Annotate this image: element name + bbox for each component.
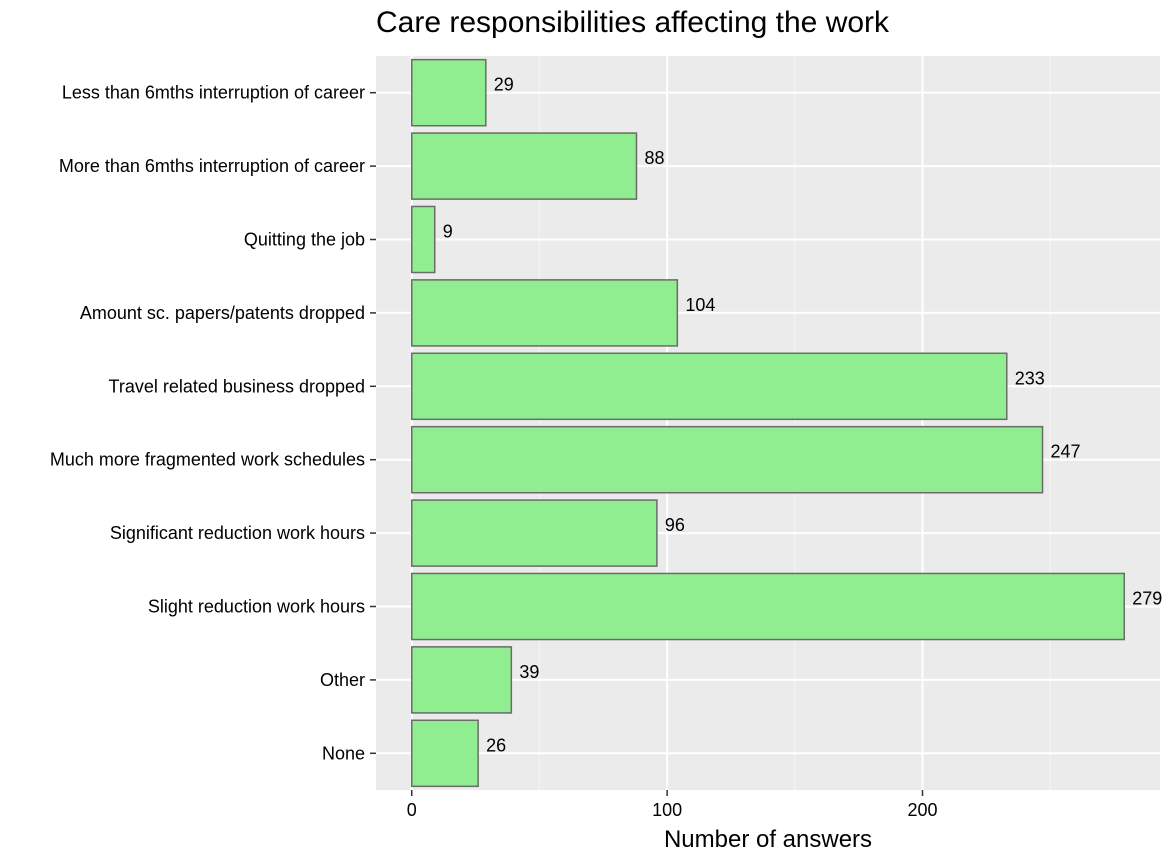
y-tick-label: Less than 6mths interruption of career xyxy=(62,83,365,103)
bar-value-label: 9 xyxy=(443,222,453,242)
x-axis-title: Number of answers xyxy=(663,826,873,853)
bar-value-label: 29 xyxy=(494,75,514,95)
bar xyxy=(411,499,658,567)
chart-title: Care responsibilities affecting the work xyxy=(376,6,890,39)
x-tick-label: 0 xyxy=(407,800,417,820)
bar-value-label: 88 xyxy=(644,148,664,168)
bar xyxy=(411,279,679,347)
data-labels: 29 88 9 104 233 247 96 279 39 26 xyxy=(443,75,1163,756)
y-tick-label: Other xyxy=(320,670,365,690)
y-tick-label: None xyxy=(322,743,365,763)
y-axis: Less than 6mths interruption of career Mo… xyxy=(50,83,376,763)
x-axis: 0 100 200 xyxy=(407,790,938,820)
x-tick-label: 200 xyxy=(907,800,937,820)
bar xyxy=(411,58,487,127)
bar-value-label: 39 xyxy=(519,662,539,682)
bar-value-label: 279 xyxy=(1132,589,1162,609)
y-tick-label: More than 6mths interruption of career xyxy=(59,156,365,176)
bar-value-label: 104 xyxy=(685,295,715,315)
bar xyxy=(411,352,1008,421)
y-tick-label: Slight reduction work hours xyxy=(148,597,365,617)
bar xyxy=(411,719,479,788)
x-tick-label: 100 xyxy=(652,800,682,820)
bar xyxy=(411,572,1125,641)
y-tick-label: Significant reduction work hours xyxy=(110,523,365,543)
bar-value-label: 96 xyxy=(665,515,685,535)
bar-value-label: 247 xyxy=(1051,442,1081,462)
bar xyxy=(411,132,638,200)
bar xyxy=(411,205,436,274)
bar xyxy=(411,646,513,714)
bars xyxy=(411,58,1125,788)
bar-value-label: 26 xyxy=(486,735,506,755)
y-tick-label: Travel related business dropped xyxy=(109,376,365,396)
y-tick-label: Amount sc. papers/patents dropped xyxy=(80,303,365,323)
y-tick-label: Much more fragmented work schedules xyxy=(50,450,365,470)
y-tick-label: Quitting the job xyxy=(244,230,365,250)
bar-value-label: 233 xyxy=(1015,368,1045,388)
bar xyxy=(411,425,1044,494)
